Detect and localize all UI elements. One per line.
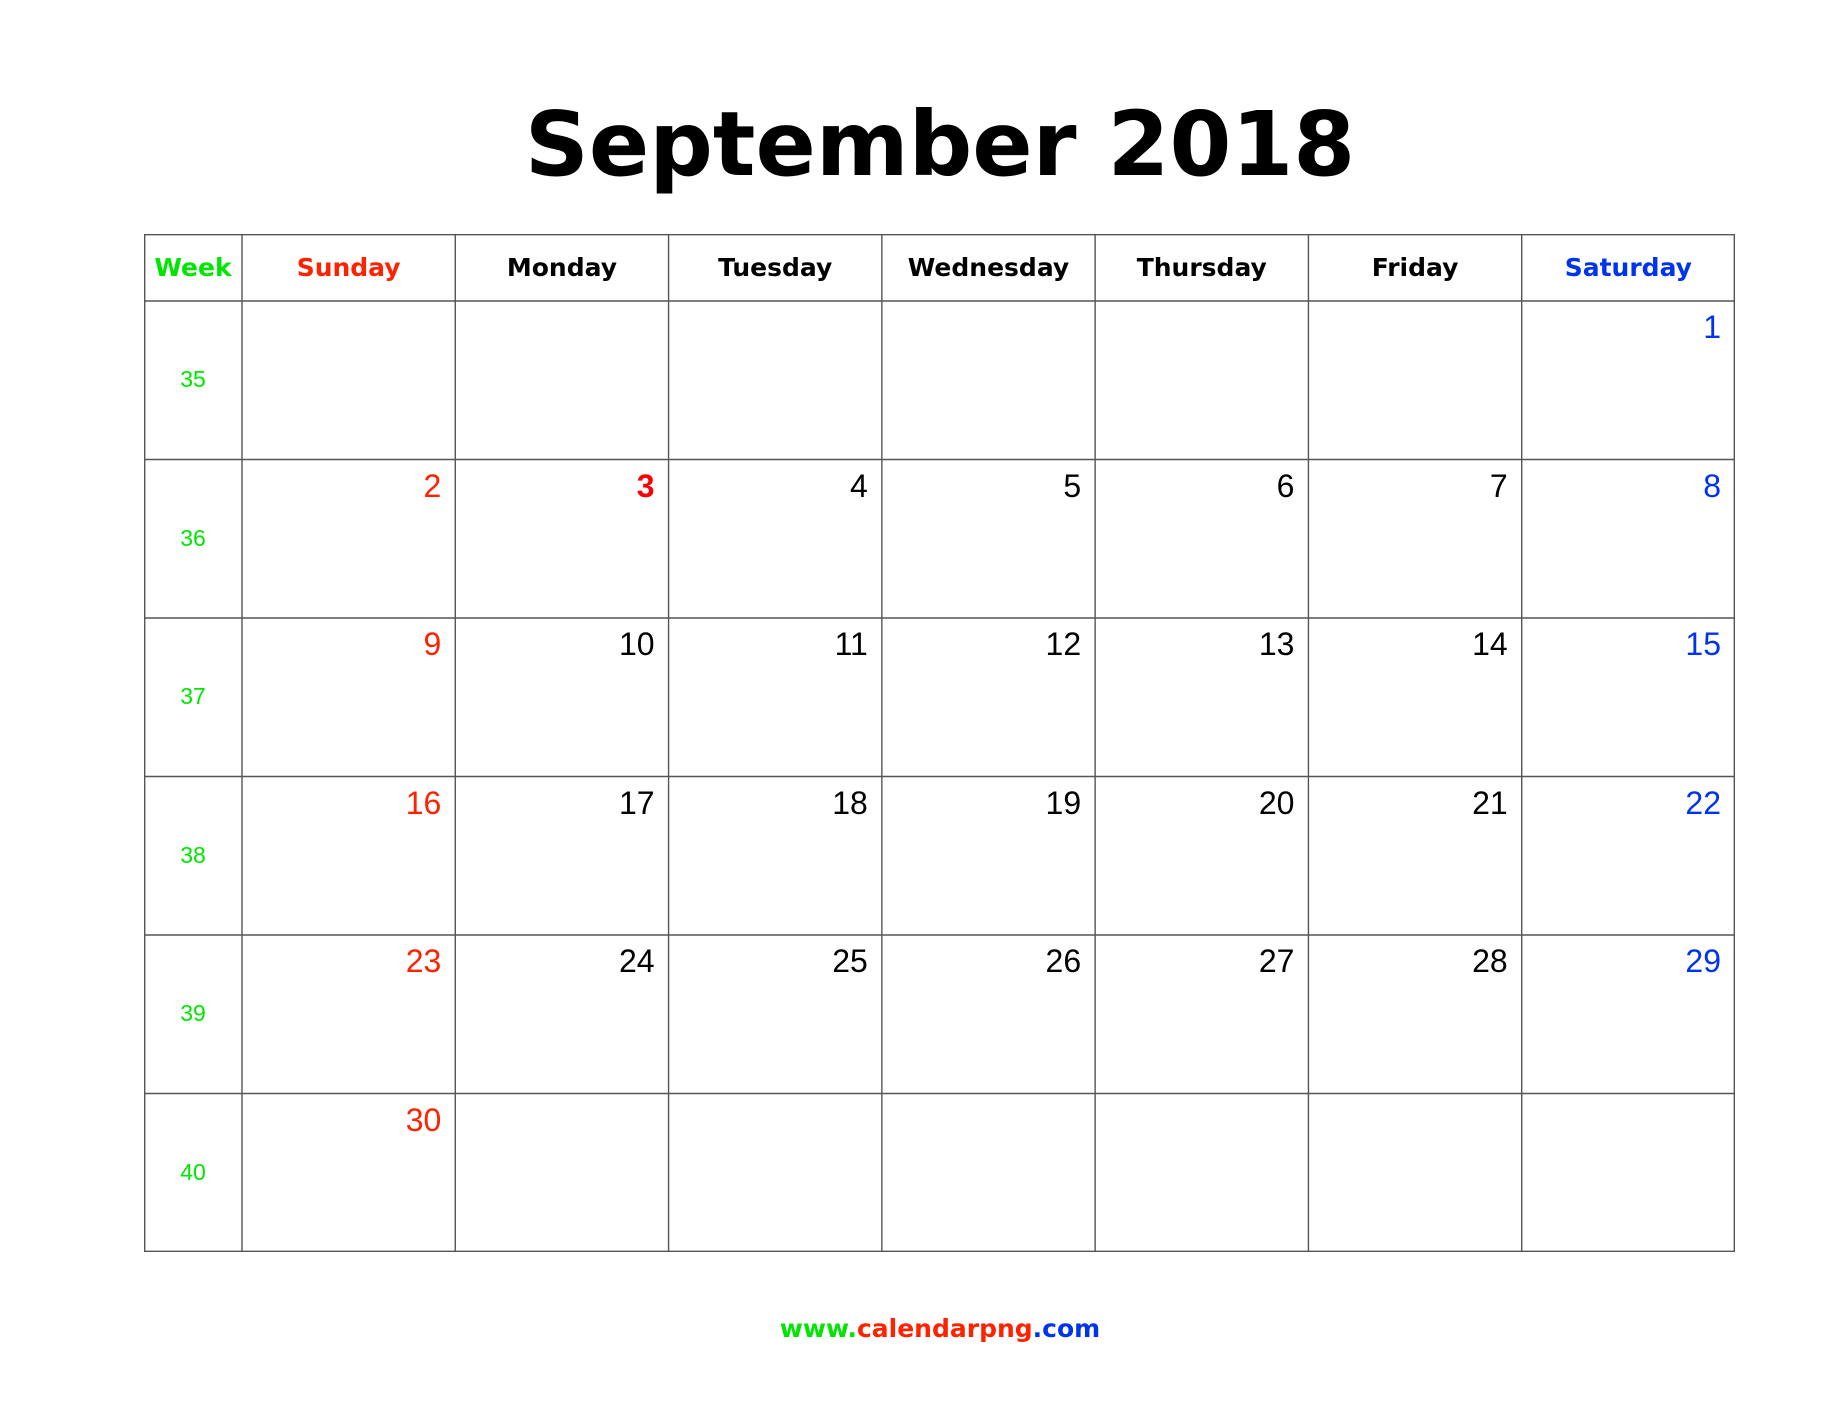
week-number: 38 (180, 841, 206, 868)
day-cell-date: 12 (1045, 626, 1082, 662)
week-number: 36 (180, 524, 206, 551)
footer-website: www.calendarpng.com (0, 1316, 1838, 1341)
day-cell-date: 16 (405, 784, 442, 821)
day-cell-date: 24 (618, 943, 655, 979)
day-cell-date: 20 (1258, 784, 1295, 821)
header-thursday: Thursday (1136, 253, 1267, 282)
day-cell-date: 6 (1276, 467, 1295, 504)
day-cell-date: 28 (1472, 943, 1508, 979)
header-sunday: Sunday (296, 253, 401, 282)
day-cell-date: 3 (636, 467, 655, 504)
day-cell-date: 21 (1472, 784, 1508, 821)
day-cell-date: 22 (1685, 784, 1721, 821)
day-cell-date: 7 (1489, 467, 1508, 504)
calendar-title: September 2018 (524, 92, 1356, 196)
day-cell-date: 17 (618, 784, 655, 821)
footer-domain: calendarpng (856, 1314, 1033, 1343)
header-saturday: Saturday (1564, 253, 1692, 282)
day-cell-date: 9 (423, 626, 442, 662)
footer-tld: .com (1032, 1314, 1101, 1343)
header-friday: Friday (1371, 253, 1459, 282)
day-cell-date: 19 (1045, 784, 1082, 821)
header-week: Week (154, 253, 232, 282)
day-cell-date: 15 (1685, 626, 1721, 662)
week-number: 37 (180, 683, 206, 709)
day-cell-date: 1 (1703, 309, 1721, 345)
calendar-grid: Week Sunday Monday Tuesday Wednesday Thursday… (144, 234, 1735, 1252)
day-cell-date: 18 (832, 784, 868, 821)
week-number: 40 (180, 1158, 206, 1185)
day-cell-date: 14 (1472, 626, 1508, 662)
day-cell-date: 10 (618, 626, 655, 662)
week-number: 35 (180, 366, 206, 392)
footer-www: www. (779, 1314, 857, 1343)
day-cell-date: 30 (405, 1101, 442, 1138)
day-cell-date: 26 (1045, 943, 1082, 979)
header-tuesday: Tuesday (718, 253, 833, 282)
grid-lines (144, 234, 1735, 1252)
week-number: 39 (180, 1000, 206, 1026)
day-cell-date: 23 (405, 943, 442, 979)
day-cell-date: 8 (1703, 467, 1721, 504)
day-cell-date: 5 (1063, 467, 1082, 504)
day-cell-date: 29 (1685, 943, 1721, 979)
day-cell-date: 25 (832, 943, 868, 979)
day-cell-date: 11 (834, 626, 868, 662)
header-monday: Monday (506, 253, 617, 282)
day-cell-date: 4 (850, 467, 868, 504)
day-cell-date: 2 (423, 467, 442, 504)
day-cell-date: 27 (1258, 943, 1295, 979)
header-wednesday: Wednesday (907, 253, 1070, 282)
day-cell-date: 13 (1258, 626, 1295, 662)
